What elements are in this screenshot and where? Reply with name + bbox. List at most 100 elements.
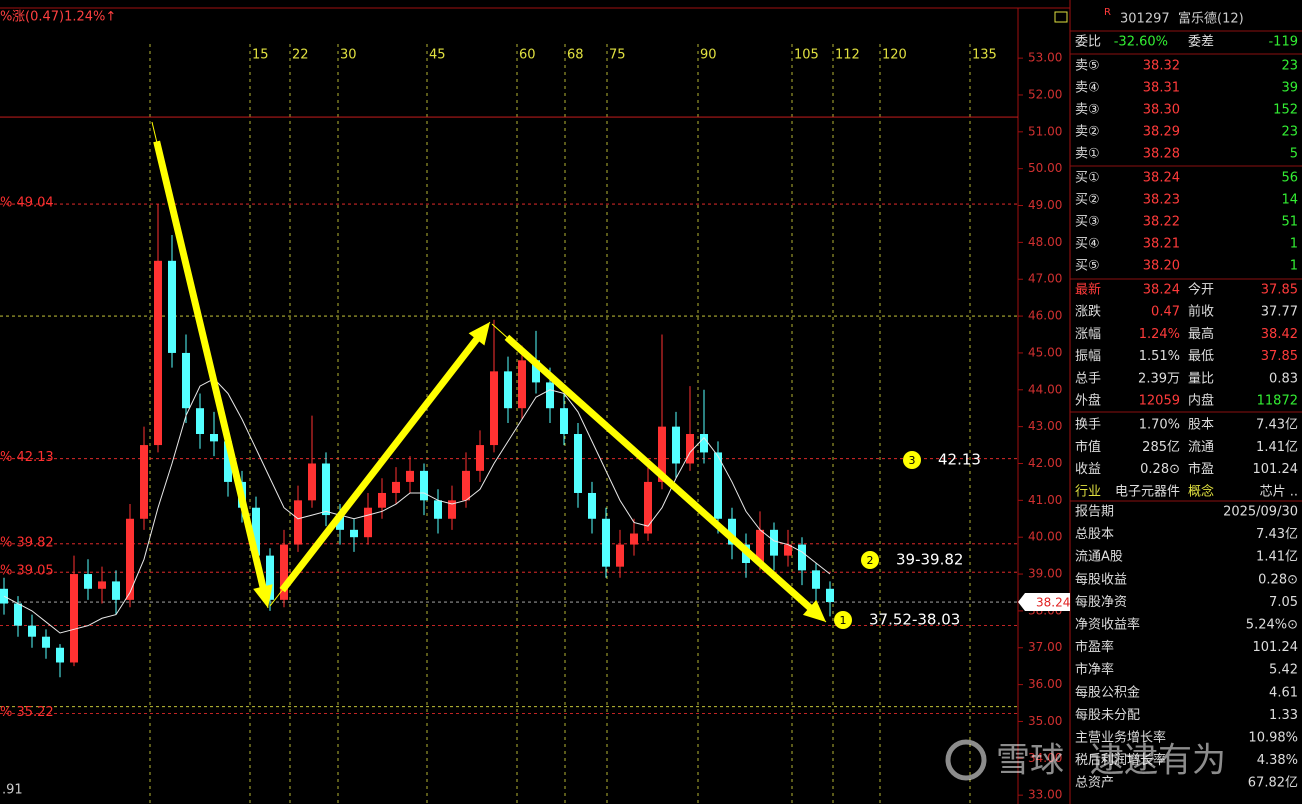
panel-text: 买⑤ (1075, 259, 1100, 274)
panel-text: 38.24 (1143, 171, 1180, 186)
panel-text: -32.60% (1114, 35, 1168, 50)
candle-body (322, 463, 330, 516)
panel-text: 流通A股 (1075, 550, 1123, 565)
candle-body (700, 434, 708, 453)
panel-text: 股本 (1188, 418, 1214, 433)
panel-text: 每股公积金 (1075, 684, 1140, 700)
panel-text: 1.70% (1139, 418, 1180, 433)
y-tick-label: 35.00 (1028, 714, 1062, 728)
candle-body (420, 470, 428, 501)
panel-text: 总资产 (1075, 776, 1114, 791)
panel-text: 38.20 (1143, 259, 1180, 274)
day-label: 45 (429, 48, 446, 63)
panel-text: 税后利润增长率 (1075, 752, 1166, 768)
y-tick-label: 49.00 (1028, 198, 1062, 212)
chart-area: 53.00 52.00 51.00 50.00 49.00 48.00 47.00 46.00… (0, 44, 1070, 804)
panel-text: 285亿 (1142, 440, 1180, 455)
candle-body (42, 636, 50, 648)
panel-text: 23 (1281, 125, 1298, 140)
panel-text: 最低 (1188, 349, 1214, 364)
y-tick-label: 33.00 (1028, 788, 1062, 802)
y-tick-label: 47.00 (1028, 272, 1062, 286)
candle-body (770, 529, 778, 556)
annotation-number: 3 (909, 454, 916, 467)
y-tick-label: 50.00 (1028, 161, 1062, 175)
panel-text: -119 (1268, 35, 1298, 50)
panel-text: 0.83 (1269, 371, 1298, 386)
candle-body (224, 441, 232, 482)
panel-text: 每股未分配 (1075, 707, 1140, 723)
panel-text: 富乐德(12) (1178, 11, 1244, 27)
y-tick-label: 40.00 (1028, 530, 1062, 544)
panel-text: 0.28⊙ (1140, 462, 1180, 477)
candle-body (378, 492, 386, 508)
panel-text: 37.85 (1261, 349, 1298, 364)
panel-text: 每股净资 (1075, 594, 1127, 610)
candle-body (588, 492, 596, 519)
watermark-author: 逮逮有为 (1090, 741, 1226, 781)
panel-text: 1.24% (1139, 327, 1180, 342)
panel-text: 23 (1281, 59, 1298, 74)
annotation-badge (861, 551, 879, 569)
candle-body (14, 603, 22, 626)
candle-body (126, 518, 134, 600)
panel-text: 买① (1075, 171, 1100, 186)
panel-text: 5.24%⊙ (1246, 618, 1298, 633)
panel-text: 38.21 (1143, 237, 1180, 252)
candle-body (336, 515, 344, 530)
candle-body (616, 544, 624, 567)
candle-body (504, 371, 512, 409)
candle-body (490, 371, 498, 446)
panel-text: 买④ (1075, 237, 1100, 252)
trend-arrow (279, 322, 490, 593)
candle-body (532, 360, 540, 383)
panel-text: R (1104, 7, 1111, 18)
panel-text: 0.47 (1151, 305, 1180, 320)
y-tick-label: 34.00 (1028, 751, 1062, 765)
panel-text: 38.23 (1143, 193, 1180, 208)
candle-body (406, 470, 414, 482)
panel-text: 38.31 (1143, 81, 1180, 96)
panel-text: 内盘 (1188, 393, 1214, 409)
panel-text: 101.24 (1253, 640, 1299, 655)
panel-text: 主营业务增长率 (1075, 730, 1166, 746)
panel-text: 每股收益 (1075, 571, 1127, 587)
candle-body (392, 481, 400, 493)
candle-body (714, 452, 722, 519)
panel-text: 买② (1075, 193, 1100, 208)
candle-body (798, 544, 806, 571)
panel-text: 外盘 (1075, 393, 1101, 409)
candle-body (56, 647, 64, 663)
quote-panel: R 301297 富乐德(12) 委比 -32.60% 委差 -119 卖⑤ 38.32 23 卖④… (1070, 7, 1302, 791)
panel-text: 2.39万 (1138, 371, 1180, 386)
panel-text: 38.24 (1143, 283, 1180, 298)
panel-text: 市净率 (1075, 662, 1114, 678)
level-label: % 42.13 (0, 450, 54, 465)
panel-text: 市值 (1075, 439, 1101, 455)
panel-text: 301297 (1120, 12, 1170, 27)
day-label: 68 (567, 48, 584, 63)
panel-text: 12059 (1139, 394, 1180, 409)
candle-body (826, 588, 834, 603)
day-label: 90 (700, 48, 717, 63)
panel-text: 涨跌 (1075, 304, 1101, 320)
annotation-badge (834, 611, 852, 629)
candle-body (196, 408, 204, 435)
y-tick-label: 39.00 (1028, 567, 1062, 581)
watermark: 雪球 逮逮有为 (945, 739, 1226, 781)
annotation-number: 1 (840, 614, 847, 627)
candle-body (266, 555, 274, 600)
candle-body (210, 434, 218, 442)
panel-text: 卖⑤ (1075, 59, 1100, 74)
day-label: 75 (609, 48, 626, 63)
trend-arrow (153, 140, 273, 608)
day-label: 105 (794, 48, 819, 63)
candle-body (672, 426, 680, 464)
trend-arrow (504, 334, 826, 622)
panel-text: 今开 (1188, 282, 1214, 298)
candle-body (812, 570, 820, 589)
y-tick-label: 45.00 (1028, 345, 1062, 359)
panel-text: 5 (1290, 147, 1298, 162)
y-tick-label: 51.00 (1028, 124, 1062, 138)
panel-text: 1.51% (1139, 349, 1180, 364)
